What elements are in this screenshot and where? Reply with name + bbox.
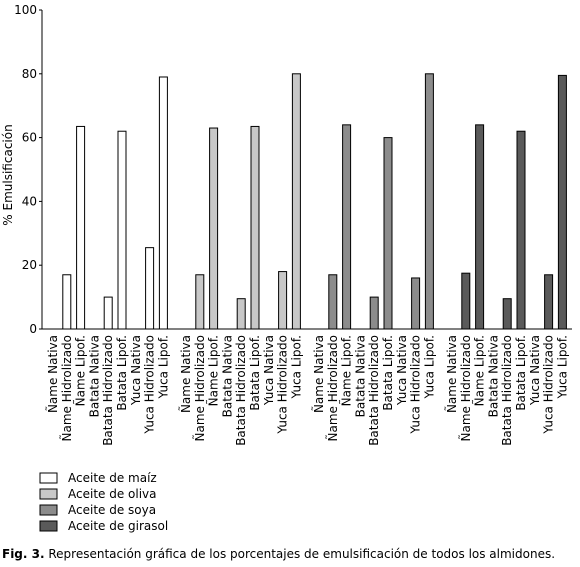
legend-swatch [39, 488, 58, 500]
x-tick-label: Batata Nativa [353, 335, 367, 417]
x-tick-label: Ñame Hidrolizado [325, 335, 340, 441]
bar [291, 73, 301, 330]
bar [411, 277, 421, 330]
x-tick-label: Batata Nativa [87, 335, 101, 417]
x-tick-label: Yuca Lipof. [422, 335, 436, 399]
x-tick-label: Yuca Nativa [262, 335, 276, 406]
x-tick-label: Yuca Hidrolizado [276, 335, 290, 435]
y-tick-label: 40 [22, 194, 37, 208]
x-tick-label: Yuca Hidrolizado [542, 335, 556, 435]
bar [145, 247, 155, 330]
x-tick-label: Batata Lipof. [248, 335, 262, 411]
bar [62, 274, 72, 330]
y-tick-label: 60 [22, 131, 37, 145]
caption-text: Representación gráfica de los porcentaje… [48, 547, 555, 561]
x-tick-label: Ñame Nativa [45, 335, 60, 413]
bar [383, 137, 393, 330]
bar [502, 298, 512, 330]
bar [342, 124, 352, 330]
x-tick-label: Ñame Nativa [178, 335, 193, 413]
legend-label: Aceite de oliva [68, 487, 157, 501]
bar [236, 298, 246, 330]
legend-swatch [39, 472, 58, 484]
x-tick-label: Batata Lipof. [115, 335, 129, 411]
x-tick-label: Batata Hidrolizado [234, 335, 248, 446]
caption-label: Fig. 3. [2, 547, 45, 561]
x-tick-label: Ñame Hidrolizado [192, 335, 207, 441]
x-tick-label: Ñame Lipof. [339, 335, 354, 406]
x-tick-label: Ñame Lipof. [206, 335, 221, 406]
x-tick-label: Batata Nativa [220, 335, 234, 417]
legend-swatch [39, 504, 58, 516]
y-tick-label: 100 [14, 3, 37, 17]
bar [369, 296, 379, 330]
bar [117, 130, 127, 330]
x-tick-label: Batata Lipof. [514, 335, 528, 411]
x-tick-label: Batata Hidrolizado [101, 335, 115, 446]
x-tick-label: Yuca Nativa [528, 335, 542, 406]
x-tick-label: Ñame Lipof. [73, 335, 88, 406]
bar [278, 271, 288, 330]
bar [461, 272, 471, 330]
legend-label: Aceite de maíz [68, 471, 157, 485]
x-tick-label: Yuca Nativa [129, 335, 143, 406]
x-tick-label: Ñame Nativa [444, 335, 459, 413]
bar [209, 127, 219, 330]
legend-swatch [39, 520, 58, 532]
bar [424, 73, 434, 330]
x-tick-label: Yuca Hidrolizado [409, 335, 423, 435]
bar [475, 124, 485, 330]
x-tick-label: Ñame Nativa [311, 335, 326, 413]
bar [250, 125, 260, 330]
bar [328, 274, 338, 330]
legend-label: Aceite de girasol [68, 519, 168, 533]
y-axis-title: % Emulsificación [1, 124, 15, 225]
x-tick-label: Ñame Hidrolizado [458, 335, 473, 441]
x-tick-label: Yuca Hidrolizado [143, 335, 157, 435]
x-tick-label: Batata Nativa [486, 335, 500, 417]
x-tick-label: Batata Hidrolizado [367, 335, 381, 446]
x-tick-label: Ñame Hidrolizado [59, 335, 74, 441]
bar [544, 274, 554, 330]
x-tick-label: Yuca Lipof. [289, 335, 303, 399]
bar [76, 125, 86, 330]
caption: Fig. 3. Representación gráfica de los po… [2, 547, 555, 561]
x-tick-label: Yuca Nativa [395, 335, 409, 406]
y-tick-label: 80 [22, 67, 37, 81]
bar [516, 130, 526, 330]
y-tick-label: 20 [22, 258, 37, 272]
bar [103, 296, 113, 330]
x-tick-label: Ñame Lipof. [472, 335, 487, 406]
legend-label: Aceite de soya [68, 503, 156, 517]
x-tick-label: Batata Hidrolizado [500, 335, 514, 446]
y-tick-label: 0 [29, 322, 37, 336]
x-tick-label: Yuca Lipof. [555, 335, 569, 399]
bar [557, 74, 567, 330]
x-tick-label: Batata Lipof. [381, 335, 395, 411]
bar [195, 274, 205, 330]
bar [158, 76, 168, 330]
x-tick-label: Yuca Lipof. [156, 335, 170, 399]
